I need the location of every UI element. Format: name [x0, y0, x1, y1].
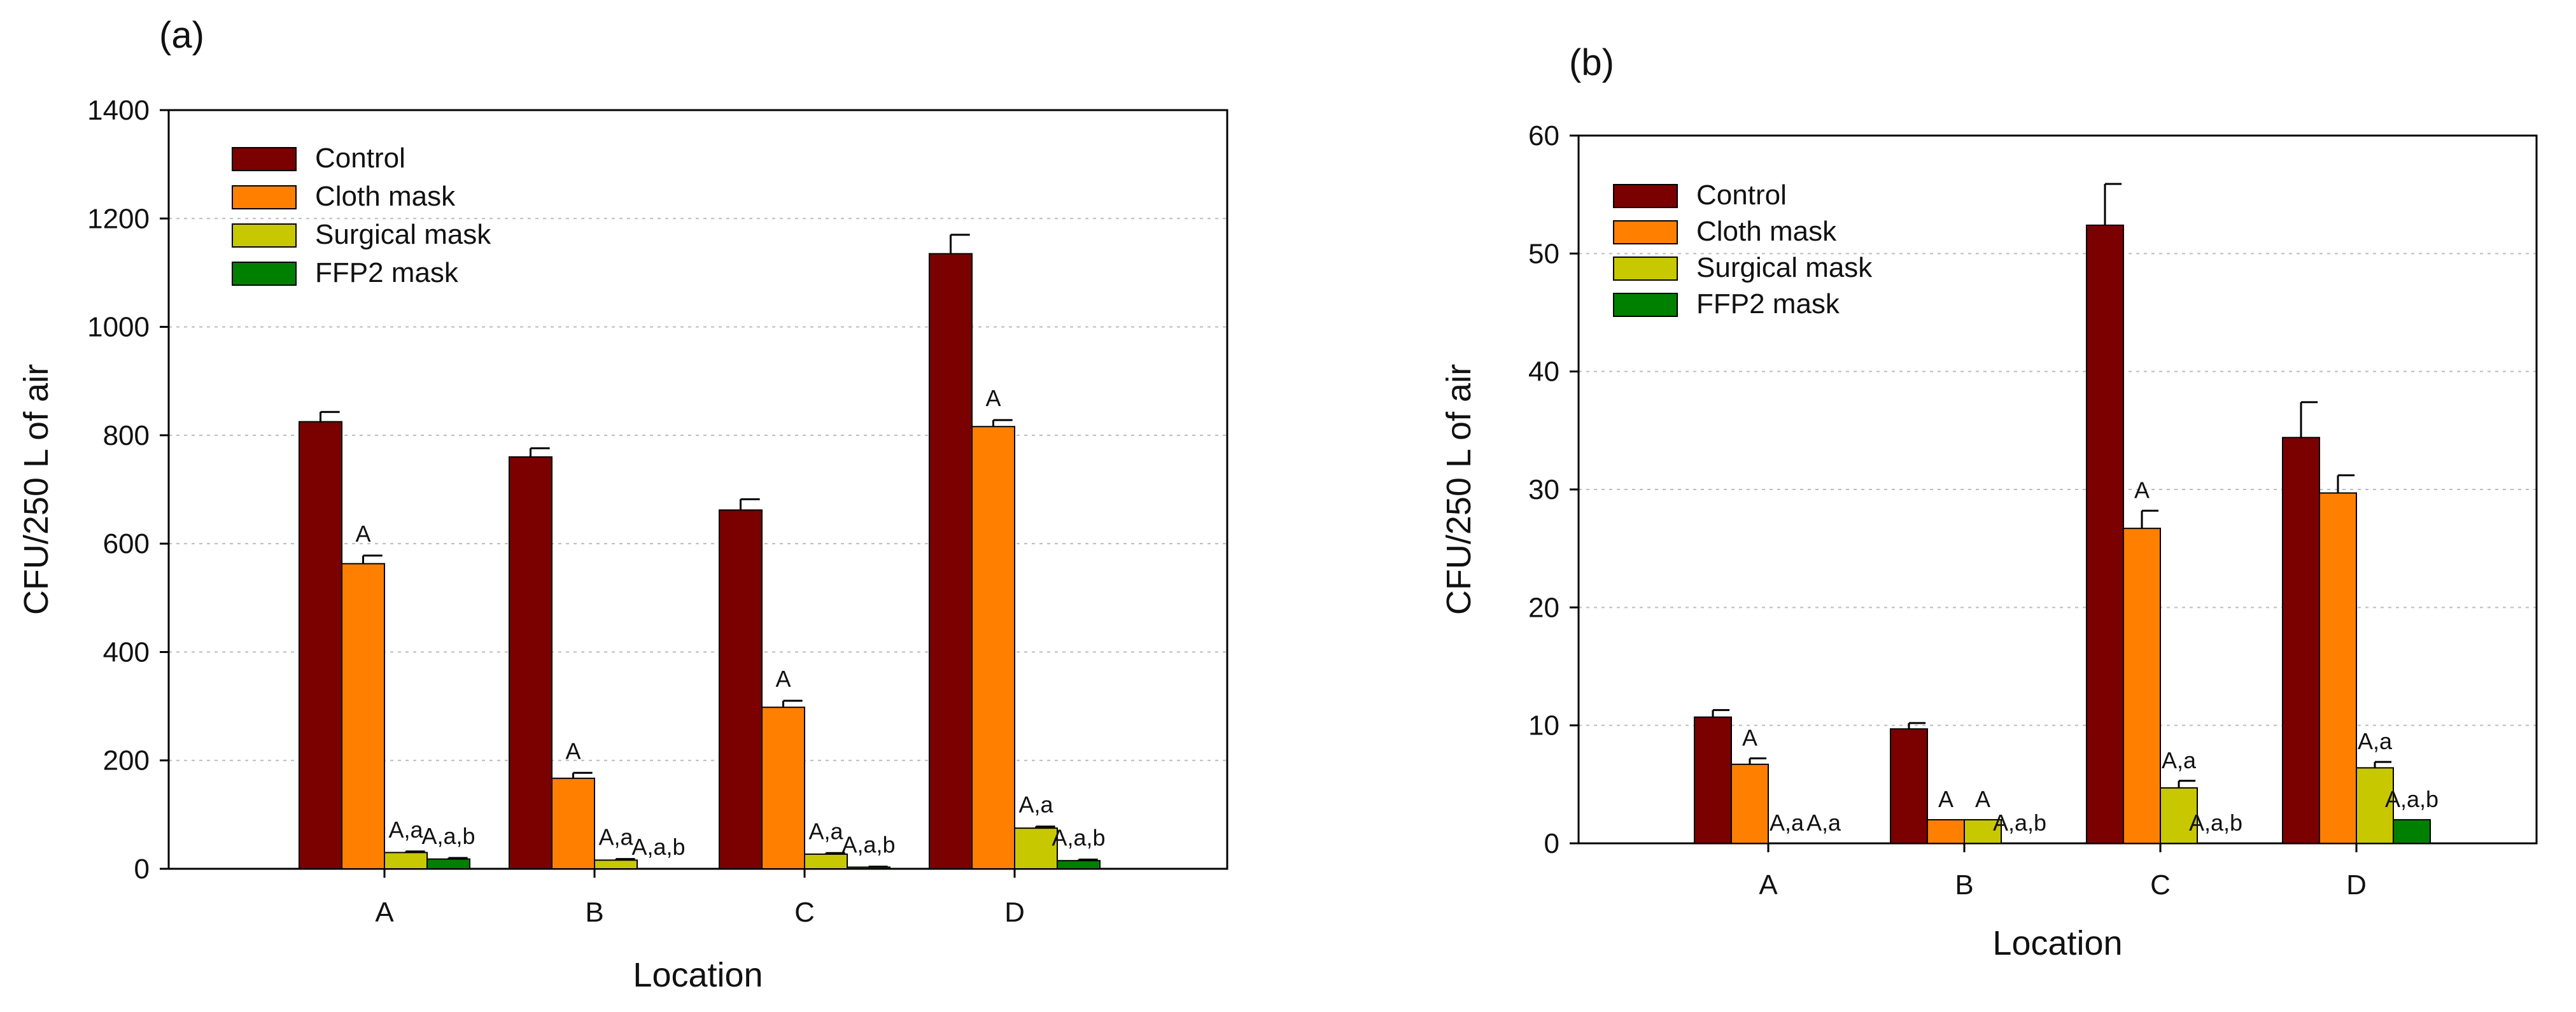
legend-label: FFP2 mask	[1696, 288, 1840, 320]
x-tick-label: C	[794, 897, 815, 928]
bar-surgical-mask	[804, 854, 848, 870]
legend-label: Cloth mask	[315, 181, 456, 212]
x-tick-label: D	[2346, 869, 2367, 901]
y-tick-label: 800	[103, 420, 150, 451]
bar-surgical-mask	[1964, 819, 2002, 845]
significance-label: A,a	[808, 818, 843, 844]
y-tick-label: 30	[1528, 474, 1559, 505]
significance-label: A,a,b	[2385, 786, 2439, 812]
plot-frame	[167, 109, 1228, 870]
legend-label: Surgical mask	[315, 219, 491, 250]
y-tick-label: 50	[1528, 238, 1559, 269]
y-tick-label: 600	[103, 528, 150, 559]
x-axis-title: Location	[633, 956, 763, 994]
bar-cloth-mask	[551, 777, 595, 869]
significance-label: A,a,b	[1052, 825, 1105, 851]
bar-cloth-mask	[1927, 819, 1965, 845]
legend-swatch	[232, 223, 297, 248]
y-axis-title: CFU/250 L of air	[1440, 364, 1478, 615]
legend-label: FFP2 mask	[315, 257, 459, 288]
bar-ffp2-mask	[426, 858, 470, 870]
significance-label: A	[565, 738, 581, 764]
significance-label: A	[775, 666, 791, 692]
y-tick-label: 40	[1528, 356, 1559, 388]
bar-cloth-mask	[761, 706, 805, 869]
legend-swatch	[1613, 293, 1678, 317]
significance-label: A,a,b	[631, 834, 685, 860]
y-tick-label: 200	[103, 745, 150, 777]
bar-ffp2-mask	[2393, 819, 2431, 845]
significance-label: A,a,b	[2189, 810, 2242, 836]
y-tick-label: 1000	[87, 312, 150, 343]
bar-control	[1890, 728, 1928, 845]
bar-control	[299, 421, 342, 869]
y-tick-label: 1400	[87, 95, 150, 126]
legend-label: Control	[315, 143, 405, 174]
significance-label: A,a,b	[421, 823, 475, 849]
significance-label: A	[355, 521, 370, 547]
y-axis-title: CFU/250 L of air	[17, 364, 55, 615]
panel-a: 0200400600800100012001400AAA,aA,a,bBAA,a…	[17, 15, 1228, 994]
bar-control	[1694, 716, 1732, 845]
bar-control	[2086, 224, 2124, 844]
legend-swatch	[232, 262, 297, 286]
panel-label: (a)	[159, 15, 204, 56]
significance-label: A,a	[388, 817, 423, 843]
legend-label: Cloth mask	[1696, 216, 1837, 247]
y-tick-label: 60	[1528, 120, 1559, 151]
legend-swatch	[232, 185, 297, 209]
significance-label: A	[985, 385, 1001, 411]
x-tick-label: C	[2150, 869, 2171, 901]
y-tick-label: 0	[134, 854, 150, 885]
x-tick-label: A	[1759, 869, 1778, 901]
bar-surgical-mask	[2356, 767, 2394, 845]
bar-ffp2-mask	[1057, 860, 1101, 869]
legend-label: Surgical mask	[1696, 252, 1873, 283]
legend-swatch	[1613, 257, 1678, 281]
y-tick-label: 10	[1528, 710, 1559, 741]
bar-cloth-mask	[1731, 763, 1769, 844]
legend-swatch	[1613, 184, 1678, 208]
bar-cloth-mask	[2123, 528, 2161, 844]
significance-label: A,a,b	[1993, 810, 2046, 836]
legend-swatch	[1613, 220, 1678, 244]
y-tick-label: 1200	[87, 203, 150, 234]
significance-label: A,a	[2162, 747, 2197, 773]
significance-label: A,a	[2358, 728, 2393, 754]
bar-control	[509, 456, 553, 869]
y-tick-label: 20	[1528, 592, 1559, 623]
significance-label: A,a	[1018, 792, 1053, 818]
significance-label: A	[1975, 786, 1990, 812]
bar-control	[929, 253, 973, 869]
x-tick-label: D	[1004, 897, 1025, 928]
significance-label: A	[1742, 725, 1757, 751]
bar-surgical-mask	[1014, 827, 1058, 869]
legend-swatch	[232, 147, 297, 171]
significance-label: A,a	[1770, 810, 1805, 836]
x-axis-title: Location	[1992, 924, 2122, 962]
significance-label: A,a	[598, 824, 633, 850]
x-tick-label: B	[1955, 869, 1973, 901]
y-tick-label: 0	[1544, 828, 1559, 859]
significance-label: A,a	[1806, 810, 1841, 836]
bar-control	[719, 509, 763, 869]
x-tick-label: B	[585, 897, 603, 928]
significance-label: A	[1938, 786, 1953, 812]
significance-label: A	[2134, 477, 2150, 503]
x-tick-label: A	[375, 897, 394, 928]
bar-surgical-mask	[594, 859, 638, 870]
bar-cloth-mask	[341, 563, 385, 869]
y-tick-label: 400	[103, 636, 150, 668]
legend-label: Control	[1696, 179, 1787, 211]
bar-cloth-mask	[971, 426, 1015, 869]
bar-surgical-mask	[2160, 787, 2198, 844]
significance-label: A,a,b	[841, 832, 895, 858]
panel-label: (b)	[1569, 42, 1614, 83]
bar-cloth-mask	[2319, 492, 2357, 844]
bar-control	[2282, 437, 2320, 844]
bar-surgical-mask	[384, 852, 428, 870]
